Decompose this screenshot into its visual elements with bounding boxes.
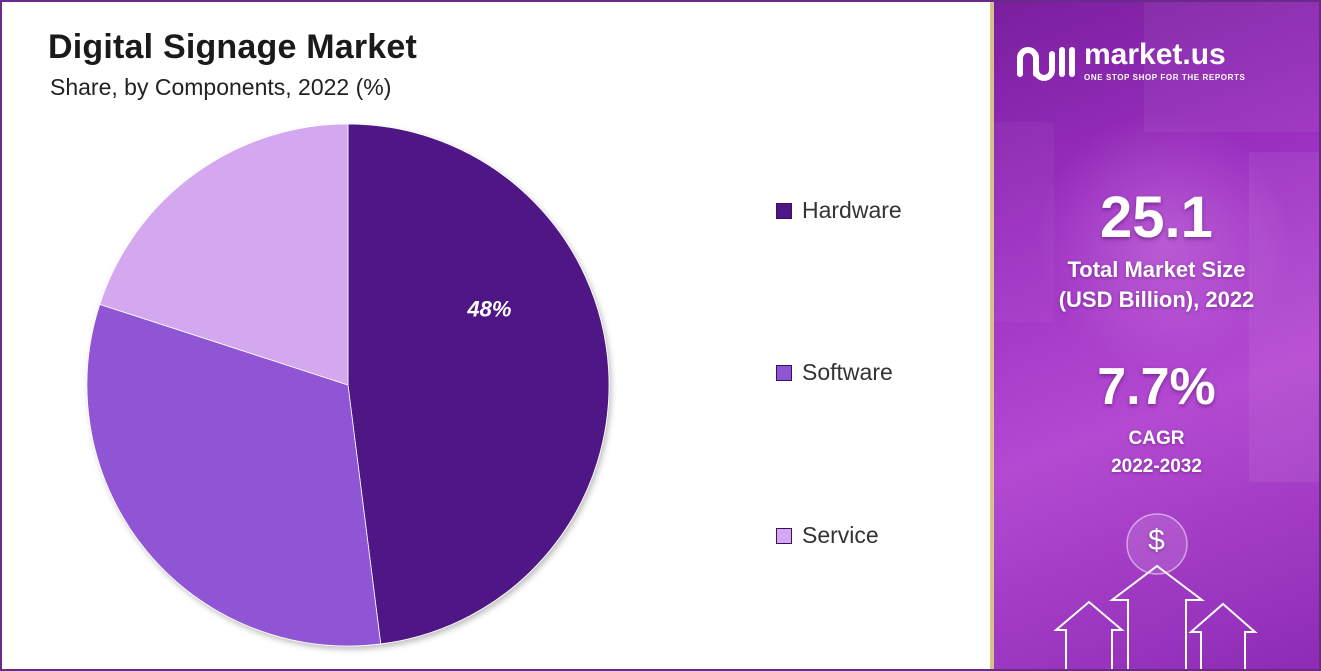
cagr-label-line1: CAGR (1128, 428, 1185, 449)
background-glow (1034, 112, 1294, 372)
dollar-symbol: $ (1148, 524, 1165, 557)
pie-slice-service (99, 123, 349, 386)
legend-item-software: Software (776, 359, 893, 386)
pie-chart: 48% (86, 123, 610, 647)
pie-slice-software (86, 303, 382, 647)
legend-label: Software (802, 359, 893, 385)
panel-divider (990, 2, 994, 669)
data-label-hardware: 48% (466, 296, 511, 321)
brand-tagline: ONE STOP SHOP FOR THE REPORTS (1084, 73, 1246, 82)
dollar-coin-icon (1126, 513, 1188, 575)
brand-logo: market.us ONE STOP SHOP FOR THE REPORTS (1014, 40, 1245, 82)
legend-swatch (776, 527, 792, 544)
pie-slice-hardware (347, 123, 610, 645)
chart-title: Digital Signage Market (48, 28, 418, 66)
market-us-logo-icon (1017, 47, 1075, 81)
up-arrow-icon (1053, 564, 1258, 669)
cagr-label-line2: 2022-2032 (1111, 456, 1202, 477)
legend-item-hardware: Hardware (776, 197, 902, 224)
legend-swatch (776, 364, 792, 381)
legend-swatch (776, 202, 792, 219)
stats-side-panel: market.us ONE STOP SHOP FOR THE REPORTS … (994, 2, 1319, 669)
brand-name: market.us (1084, 38, 1226, 71)
cagr-value: 7.7% (1097, 358, 1216, 416)
legend-label: Hardware (802, 197, 902, 223)
legend-item-service: Service (776, 522, 879, 549)
market-size-label-line1: Total Market Size (1067, 257, 1246, 282)
decorative-graphics (994, 2, 1319, 669)
legend-label: Service (802, 522, 879, 548)
chart-panel: Digital Signage Market Share, by Compone… (2, 2, 990, 669)
market-size-label-line2: (USD Billion), 2022 (1058, 287, 1255, 312)
chart-subtitle: Share, by Components, 2022 (%) (50, 74, 392, 100)
market-size-value: 25.1 (1100, 185, 1213, 250)
